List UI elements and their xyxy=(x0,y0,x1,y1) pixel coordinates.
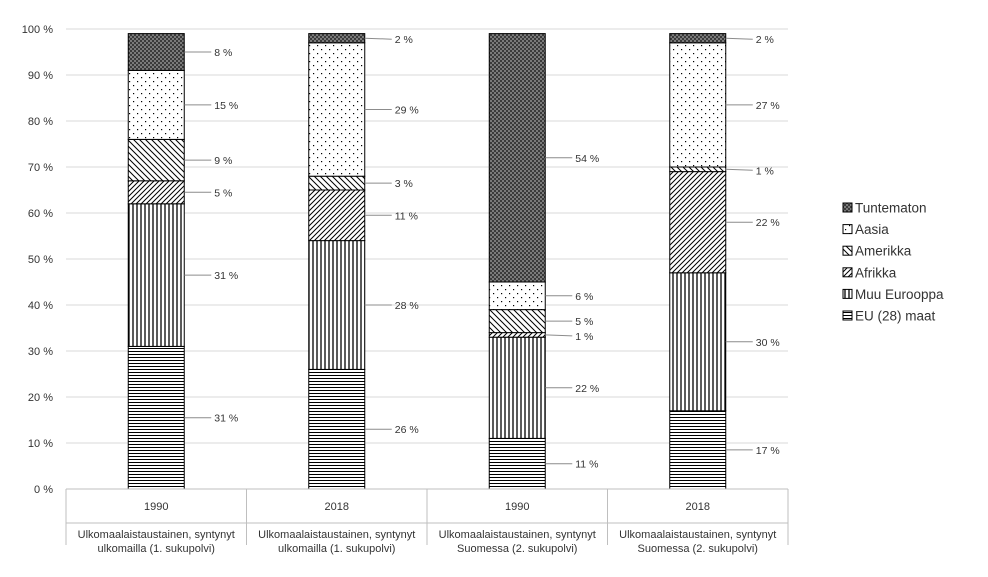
bar-segment xyxy=(308,33,366,44)
bar-segment xyxy=(127,69,185,140)
data-label: 54 % xyxy=(575,153,599,165)
data-label: 5 % xyxy=(214,187,232,199)
data-label: 6 % xyxy=(575,291,593,303)
x-group-label: Ulkomaalaistaustainen, syntynyt xyxy=(258,529,415,541)
bar-segment xyxy=(127,180,185,205)
legend-label: Afrikka xyxy=(855,265,897,280)
data-label: 2 % xyxy=(756,34,774,46)
data-label: 22 % xyxy=(575,383,599,395)
y-tick-label: 100 % xyxy=(22,24,53,36)
leader-line xyxy=(545,334,573,337)
bar-segment xyxy=(488,281,546,311)
data-label: 31 % xyxy=(214,270,238,282)
y-tick-label: 0 % xyxy=(34,484,53,496)
data-label: 28 % xyxy=(395,300,419,312)
bar-segment xyxy=(127,345,185,490)
legend-swatch xyxy=(842,245,853,256)
data-label: 1 % xyxy=(756,165,774,177)
bar-segment xyxy=(488,336,546,439)
bar-segment xyxy=(669,33,727,44)
y-tick-label: 20 % xyxy=(28,392,53,404)
y-tick-label: 70 % xyxy=(28,162,53,174)
data-label: 15 % xyxy=(214,100,238,112)
x-group-label: Suomessa (2. sukupolvi) xyxy=(457,543,577,555)
data-label: 22 % xyxy=(756,217,780,229)
gridlines xyxy=(66,28,788,444)
bar-segment xyxy=(127,33,185,71)
y-tick-label: 50 % xyxy=(28,254,53,266)
data-label: 31 % xyxy=(214,413,238,425)
y-tick-label: 60 % xyxy=(28,208,53,220)
leader-line xyxy=(725,37,753,40)
data-label: 2 % xyxy=(395,34,413,46)
bar-segment xyxy=(127,203,185,347)
x-group-label: Ulkomaalaistaustainen, syntynyt xyxy=(619,529,776,541)
data-label: 27 % xyxy=(756,100,780,112)
legend-label: Tuntematon xyxy=(855,201,927,216)
data-label: 30 % xyxy=(756,337,780,349)
legend-swatch xyxy=(842,224,853,235)
data-label: 8 % xyxy=(214,47,232,59)
legend: Tuntematon Aasia Amerikka Afrikka Muu Euroop… xyxy=(842,201,944,324)
bar-segment xyxy=(488,332,546,338)
bar-segment xyxy=(308,42,366,177)
bar-segment xyxy=(308,240,366,370)
x-tick-label-year: 2018 xyxy=(325,501,349,513)
x-group-label: Suomessa (2. sukupolvi) xyxy=(638,543,758,555)
bar-segment xyxy=(669,166,727,173)
bar-segment xyxy=(669,410,727,490)
bar-segment xyxy=(669,272,727,412)
y-tick-label: 30 % xyxy=(28,346,53,358)
bar-segment xyxy=(308,189,366,242)
bar-segment xyxy=(488,309,546,334)
x-group-label: Ulkomaalaistaustainen, syntynyt xyxy=(439,529,596,541)
bar-segment xyxy=(308,368,366,490)
data-labels: 31 % 31 % 5 % 9 % 15 % 8 % 26 % 28 % 11 % 3 % 29 %… xyxy=(184,34,780,471)
x-tick-label-year: 1990 xyxy=(144,501,168,513)
y-tick-label: 40 % xyxy=(28,300,53,312)
leader-line xyxy=(364,37,392,40)
x-group-label: Ulkomaalaistaustainen, syntynyt xyxy=(78,529,235,541)
legend-swatch xyxy=(842,310,853,321)
data-label: 9 % xyxy=(214,155,232,167)
bar-segment xyxy=(669,171,727,274)
axes: 0 % 10 % 20 % 30 % 40 % 50 % 60 % 70 % 80 % 90 % 1… xyxy=(22,24,789,555)
x-tick-label-year: 1990 xyxy=(505,501,529,513)
data-label: 26 % xyxy=(395,424,419,436)
x-tick-label-year: 2018 xyxy=(686,501,710,513)
x-group-label: ulkomailla (1. sukupolvi) xyxy=(98,543,215,555)
data-label: 1 % xyxy=(575,331,593,343)
legend-swatch xyxy=(842,267,853,278)
data-label: 5 % xyxy=(575,316,593,328)
y-tick-label: 80 % xyxy=(28,116,53,128)
bar-segment xyxy=(488,437,546,490)
x-group-label: ulkomailla (1. sukupolvi) xyxy=(278,543,395,555)
y-tick-label: 90 % xyxy=(28,70,53,82)
legend-swatch xyxy=(842,202,853,213)
bar-segment xyxy=(127,138,185,182)
data-label: 29 % xyxy=(395,105,419,117)
leader-line xyxy=(725,168,753,171)
data-label: 3 % xyxy=(395,178,413,190)
legend-swatch xyxy=(842,288,853,299)
data-label: 11 % xyxy=(575,459,598,471)
legend-label: EU (28) maat xyxy=(855,309,936,324)
y-tick-label: 10 % xyxy=(28,438,53,450)
legend-label: Amerikka xyxy=(855,244,912,259)
bar-segment xyxy=(308,175,366,191)
bar-segment xyxy=(669,42,727,168)
data-label: 11 % xyxy=(395,210,418,222)
data-label: 17 % xyxy=(756,445,780,457)
legend-label: Aasia xyxy=(855,222,889,237)
bars xyxy=(127,33,727,490)
bar-segment xyxy=(488,33,546,283)
legend-label: Muu Eurooppa xyxy=(855,287,944,302)
